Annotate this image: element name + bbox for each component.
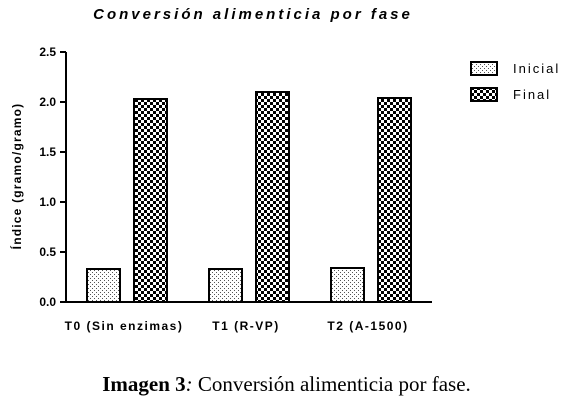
- y-tick-label: 0.5: [39, 245, 56, 259]
- legend: Inicial Final: [470, 61, 560, 102]
- legend-label: Inicial: [513, 61, 560, 76]
- y-tick-label: 2.5: [39, 45, 56, 59]
- caption-label: Imagen 3: [102, 372, 186, 396]
- y-tick-label: 2.0: [39, 95, 56, 109]
- caption-separator: :: [185, 372, 193, 396]
- figure-caption: Imagen 3: Conversión alimenticia por fas…: [0, 372, 573, 397]
- x-category-label: T1 (R-VP): [212, 319, 280, 333]
- bar-final: [255, 91, 290, 303]
- plot-area: 0.0 0.5 1.0 1.5 2.0 2.5 T0 (Sin enzimas) T1 (R-…: [39, 45, 432, 333]
- bar-chart: Conversión alimenticia por fase Índice (…: [9, 6, 560, 333]
- legend-swatch: [470, 61, 498, 76]
- x-category-label: T2 (A-1500): [327, 319, 408, 333]
- y-tick-label: 1.0: [39, 195, 56, 209]
- bar-inicial: [330, 267, 365, 303]
- bar-inicial: [86, 268, 121, 303]
- legend-label: Final: [513, 87, 551, 102]
- y-tick-label: 1.5: [39, 145, 56, 159]
- x-category-label: T0 (Sin enzimas): [65, 319, 184, 333]
- bar-final: [133, 98, 168, 303]
- caption-text: Conversión alimenticia por fase.: [192, 372, 471, 396]
- y-tick-label: 0.0: [39, 295, 56, 309]
- bar-inicial: [208, 268, 243, 303]
- chart-title: Conversión alimenticia por fase: [93, 6, 413, 23]
- legend-swatch: [470, 87, 498, 102]
- bar-final: [377, 97, 412, 303]
- y-axis-label: Índice (gramo/gramo): [9, 103, 24, 250]
